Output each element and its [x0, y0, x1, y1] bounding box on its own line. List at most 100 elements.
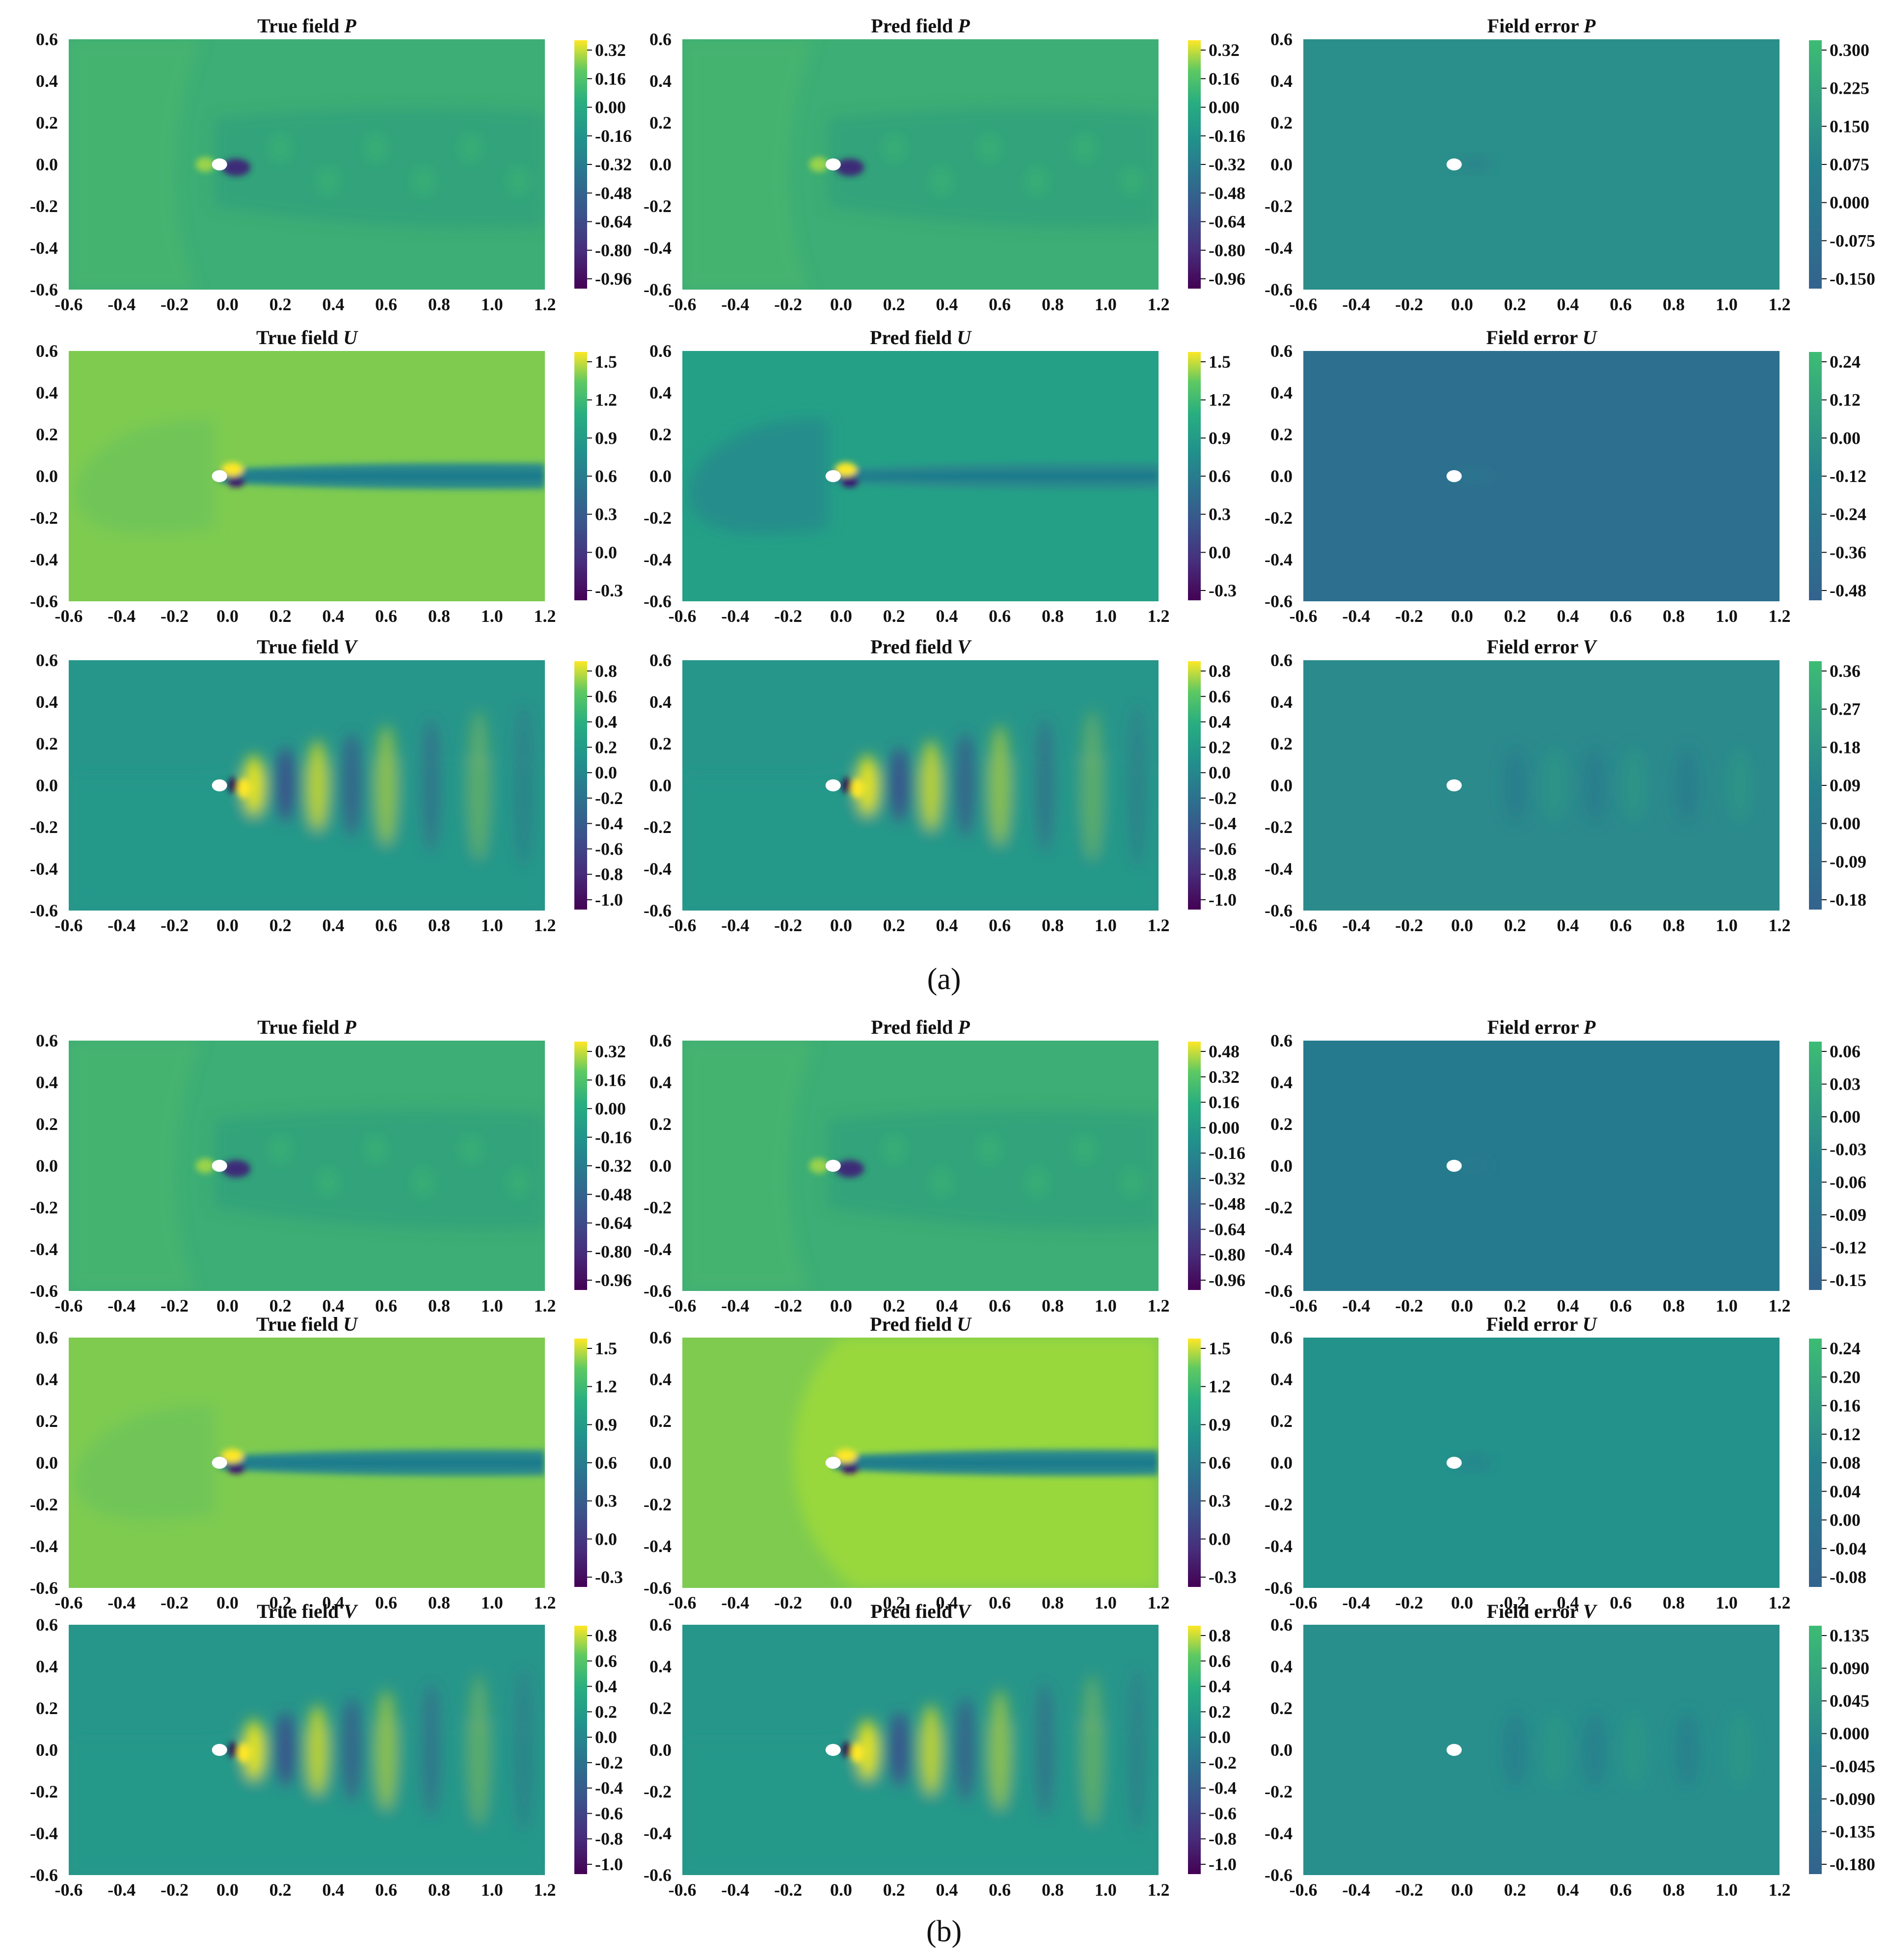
colorbar-tick-label: -0.32 [595, 1156, 632, 1176]
vortex-blob [366, 134, 385, 162]
field-structures [1454, 156, 1494, 173]
y-tick-label: -0.4 [1265, 1824, 1293, 1843]
x-tick-label: 0.2 [883, 1296, 905, 1316]
y-tick-label: 0.4 [36, 1369, 58, 1389]
x-tick-label: 0.6 [375, 1296, 397, 1316]
colorbar-tick-label: 0.04 [1830, 1481, 1861, 1501]
y-tick-label: 0.6 [649, 650, 672, 670]
low-pressure-core [222, 1160, 251, 1178]
x-tick-label: 0.0 [216, 1296, 239, 1316]
colorbar-tick-label: 0.32 [1209, 40, 1240, 60]
colorbar-tick-label: 1.5 [595, 352, 617, 372]
colorbar-tick-label: 0.0 [595, 1727, 617, 1747]
colorbar [1188, 352, 1201, 600]
x-tick-label: 1.2 [1148, 295, 1170, 314]
vortex-blob [307, 1705, 328, 1795]
y-tick-label: -0.6 [1265, 1281, 1293, 1301]
y-tick-label: 0.0 [36, 155, 58, 174]
colorbar-tick-label: 0.48 [1209, 1042, 1240, 1061]
upstream-region [682, 1041, 815, 1291]
title-text: True field [256, 1313, 343, 1335]
colorbar-tick-label: 0.000 [1830, 1724, 1869, 1744]
colorbar-tick-label: -0.80 [595, 1242, 632, 1262]
colorbar-tick-label: 0.075 [1830, 155, 1869, 174]
x-tick-label: 1.2 [534, 606, 556, 626]
field-plot [69, 1625, 545, 1875]
panel-b-true-field-u: True field U -0.6 -0.4 -0.2 0.0 0.2 0.4 0.6 0.8 1… [30, 1313, 623, 1612]
error-blob [1622, 748, 1646, 823]
colorbar-tick-label: -0.80 [1209, 1245, 1245, 1264]
colorbar-tick-label: -0.06 [1830, 1172, 1866, 1192]
y-tick-label: -0.6 [30, 1281, 58, 1301]
x-tick-label: -0.4 [721, 1880, 749, 1900]
title-variable: U [343, 326, 358, 349]
colorbar-tick-label: -0.3 [1209, 1567, 1237, 1587]
panel-a-pred-field-u: Pred field U -0.6 -0.4 -0.2 0.0 0.2 0.4 0.6 0.8 1… [644, 326, 1237, 626]
y-tick-label: 0.4 [36, 1073, 58, 1092]
vortex-blob [413, 167, 433, 195]
y-tick-label: -0.6 [1265, 280, 1293, 299]
y-tick-label: 0.0 [1270, 1740, 1293, 1760]
x-tick-label: 0.8 [1663, 915, 1685, 935]
title-variable: U [343, 1313, 358, 1335]
y-tick-label: -0.4 [1265, 1536, 1293, 1556]
colorbar-tick-label: 0.0 [595, 763, 617, 782]
x-tick-label: -0.2 [774, 295, 802, 314]
error-blob [1454, 467, 1494, 485]
panel-a-field-error-p: Field error P -0.6 -0.4 -0.2 0.0 0.2 0.4 0.6 0.8… [1265, 15, 1875, 314]
y-tick-label: 0.6 [1270, 1615, 1293, 1635]
colorbar-tick-label: 0.6 [595, 1651, 617, 1671]
colorbar [574, 40, 587, 289]
x-tick-label: -0.6 [55, 606, 83, 626]
wake-region [214, 108, 545, 228]
x-tick-label: 1.0 [481, 1593, 503, 1612]
colorbar-tick-label: 0.00 [1830, 814, 1861, 833]
y-tick-label: 0.0 [1270, 776, 1293, 795]
vortex-blob [468, 1675, 489, 1825]
y-tick-label: 0.6 [36, 1328, 58, 1347]
low-pressure-core [836, 1160, 864, 1178]
y-tick-label: 0.2 [649, 1114, 672, 1134]
vortex-blob [1034, 1682, 1055, 1818]
colorbar-tick-label: -0.32 [1209, 1169, 1245, 1188]
vortex-blob [461, 1135, 481, 1163]
title-variable: P [957, 1016, 970, 1038]
colorbar-tick-label: 1.5 [1209, 1339, 1231, 1358]
vortex-blob [270, 134, 290, 162]
x-tick-label: 1.0 [1095, 1296, 1117, 1316]
error-blob [1582, 1712, 1607, 1788]
colorbar-tick-label: 0.6 [1209, 466, 1231, 486]
x-tick-label: -0.2 [1395, 1593, 1423, 1612]
vortex-blob [1075, 1135, 1094, 1163]
vortex-blob [889, 748, 910, 823]
wake-band [219, 462, 545, 489]
y-tick-label: 0.2 [36, 1698, 58, 1718]
colorbar-tick-label: 0.00 [1830, 1510, 1861, 1530]
y-tick-label: -0.4 [1265, 550, 1293, 569]
x-tick-label: 0.4 [322, 1296, 344, 1316]
colorbar-tick-label: -0.96 [595, 269, 632, 289]
panel-a-true-field-p: True field P -0.6 -0.4 -0.2 0.0 0.2 0.4 0.6 0.8 1… [30, 15, 632, 314]
x-tick-label: -0.6 [1290, 1593, 1318, 1612]
stagnation-high [195, 157, 215, 172]
colorbar-tick-label: 0.18 [1830, 737, 1861, 757]
colorbar-tick-label: -0.32 [595, 155, 632, 174]
y-tick-label: 0.4 [36, 692, 58, 712]
x-tick-label: -0.2 [161, 1880, 189, 1900]
x-tick-label: 0.4 [322, 1593, 344, 1612]
x-tick-label: 0.4 [936, 1296, 958, 1316]
x-tick-label: 0.2 [883, 1593, 905, 1612]
near-wake-low [842, 1742, 852, 1758]
panel-a-field-error-u: Field error U -0.6 -0.4 -0.2 0.0 0.2 0.4 0.6 0.8… [1265, 326, 1866, 626]
x-tick-label: -0.4 [108, 295, 135, 314]
x-tick-label: 0.2 [1504, 1880, 1526, 1900]
x-tick-label: 1.0 [1095, 915, 1117, 935]
colorbar-tick-label: 0.16 [1830, 1396, 1861, 1416]
field-plot [69, 1041, 545, 1291]
y-tick-label: -0.6 [1265, 1578, 1293, 1598]
field-plot [1303, 660, 1780, 911]
colorbar-tick-label: 0.24 [1830, 352, 1861, 372]
x-tick-label: 0.6 [1610, 606, 1632, 626]
colorbar-tick-label: -0.03 [1830, 1140, 1866, 1159]
x-tick-label: 0.6 [1610, 1296, 1632, 1316]
